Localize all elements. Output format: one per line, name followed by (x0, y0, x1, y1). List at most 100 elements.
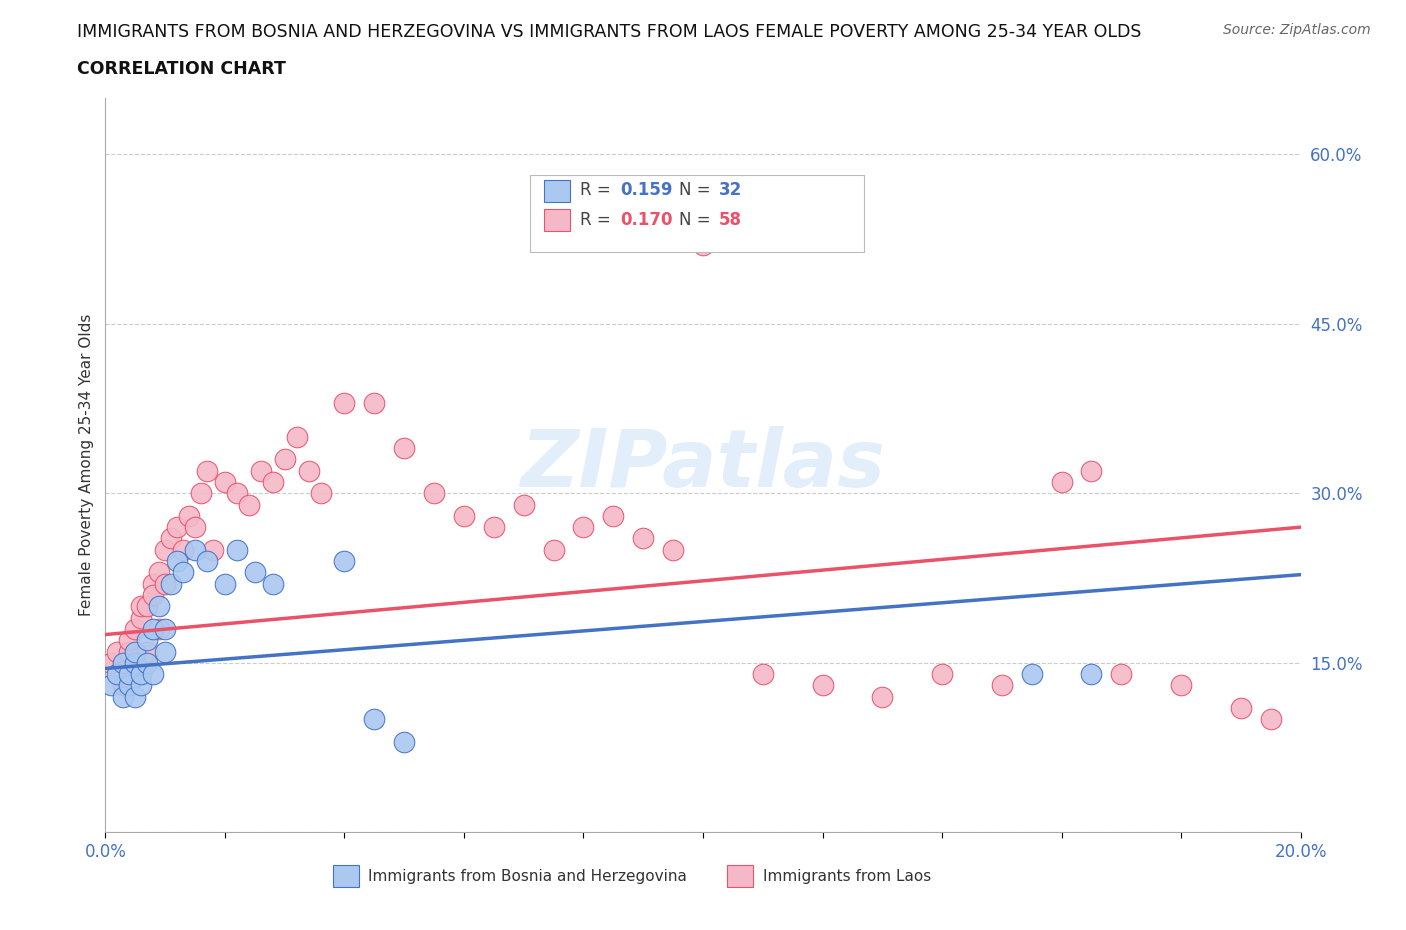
Text: N =: N = (679, 210, 716, 229)
Point (172, 565, 194, 579)
Point (572, 520, 595, 535)
Point (112, 689, 135, 704)
Point (1050, 474, 1073, 489)
Point (129, 599, 153, 614)
Text: 0.159: 0.159 (620, 181, 673, 199)
Point (285, 430, 308, 445)
Point (124, 644, 146, 659)
Point (243, 565, 266, 579)
Text: ZIPatlas: ZIPatlas (520, 426, 886, 504)
Point (155, 542, 177, 557)
Y-axis label: Female Poverty Among 25-34 Year Olds: Female Poverty Among 25-34 Year Olds (79, 313, 94, 617)
Point (184, 542, 207, 557)
Point (309, 485, 332, 500)
Point (214, 474, 236, 489)
Point (112, 656, 135, 671)
Point (238, 498, 260, 512)
Point (363, 395, 385, 410)
Point (298, 463, 321, 478)
Point (136, 599, 159, 614)
Point (142, 621, 165, 636)
Point (148, 621, 170, 636)
Point (124, 667, 146, 682)
Point (262, 577, 284, 591)
Point (184, 520, 207, 535)
Point (166, 520, 188, 535)
Bar (544, 209, 571, 232)
Point (118, 678, 141, 693)
Text: CORRELATION CHART: CORRELATION CHART (77, 60, 287, 78)
Point (172, 542, 194, 557)
Text: 0.170: 0.170 (620, 210, 673, 229)
Point (107, 667, 129, 682)
Point (363, 711, 385, 726)
Point (148, 599, 170, 614)
Point (155, 621, 177, 636)
Point (1260, 711, 1282, 726)
Point (990, 678, 1012, 693)
Point (166, 553, 188, 568)
Bar (727, 866, 754, 887)
Point (190, 485, 212, 500)
Point (118, 632, 141, 647)
Text: Immigrants from Bosnia and Herzegovina: Immigrants from Bosnia and Herzegovina (368, 869, 688, 883)
Point (214, 577, 236, 591)
Point (225, 485, 249, 500)
Text: 58: 58 (718, 210, 741, 229)
Point (1111, 667, 1133, 682)
Text: IMMIGRANTS FROM BOSNIA AND HERZEGOVINA VS IMMIGRANTS FROM LAOS FEMALE POVERTY AM: IMMIGRANTS FROM BOSNIA AND HERZEGOVINA V… (77, 23, 1142, 41)
Point (118, 667, 141, 682)
Point (129, 610, 153, 625)
Point (195, 463, 218, 478)
Point (1080, 463, 1102, 478)
Point (124, 656, 146, 671)
Point (262, 474, 284, 489)
Text: Source: ZipAtlas.com: Source: ZipAtlas.com (1223, 23, 1371, 37)
Point (202, 542, 225, 557)
Text: N =: N = (679, 181, 716, 199)
Point (273, 452, 295, 467)
FancyBboxPatch shape (530, 175, 865, 252)
Point (872, 689, 894, 704)
Point (136, 632, 159, 647)
Point (148, 565, 170, 579)
Point (195, 553, 218, 568)
Point (118, 644, 141, 659)
Point (177, 509, 201, 524)
Point (160, 531, 183, 546)
Point (602, 509, 624, 524)
Point (160, 577, 183, 591)
Point (633, 531, 655, 546)
Bar (333, 866, 359, 887)
Point (107, 644, 129, 659)
Text: R =: R = (579, 181, 616, 199)
Point (136, 656, 159, 671)
Point (155, 577, 177, 591)
Point (482, 520, 505, 535)
Point (100, 678, 122, 693)
Point (333, 553, 356, 568)
Point (1170, 678, 1192, 693)
Point (225, 542, 249, 557)
Point (453, 509, 475, 524)
Text: Immigrants from Laos: Immigrants from Laos (762, 869, 931, 883)
Point (811, 678, 834, 693)
Point (142, 667, 165, 682)
Point (136, 644, 159, 659)
Text: R =: R = (579, 210, 616, 229)
Point (129, 678, 153, 693)
Point (155, 644, 177, 659)
Point (543, 542, 565, 557)
Point (100, 656, 122, 671)
Point (394, 441, 416, 456)
Point (513, 498, 536, 512)
Point (124, 621, 146, 636)
Text: 32: 32 (718, 181, 742, 199)
Point (250, 463, 273, 478)
Point (1080, 667, 1102, 682)
Point (692, 237, 714, 252)
Point (662, 542, 685, 557)
Point (142, 588, 165, 603)
Point (931, 667, 953, 682)
Point (129, 667, 153, 682)
